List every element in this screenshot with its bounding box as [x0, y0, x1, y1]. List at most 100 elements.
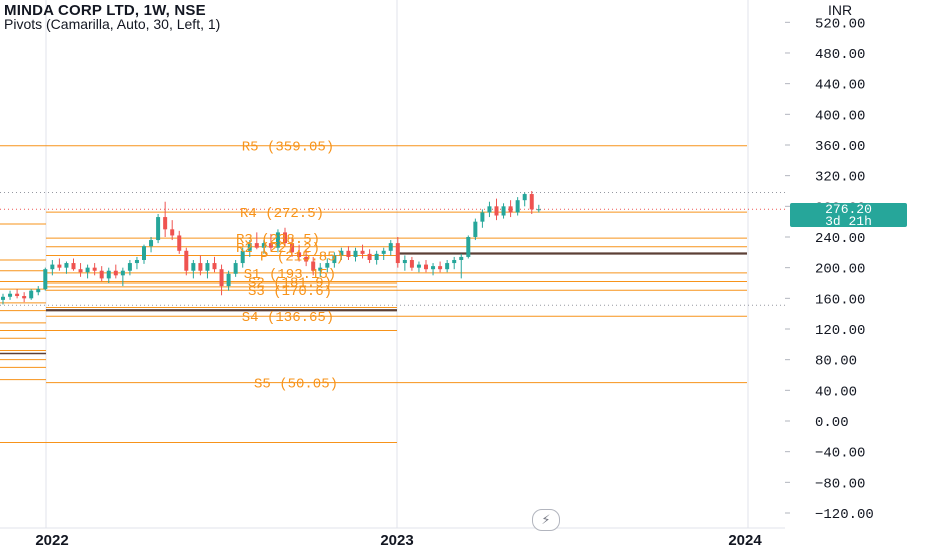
candle — [1, 293, 5, 305]
candle-body — [233, 263, 238, 274]
candle — [247, 240, 252, 257]
candle — [438, 261, 443, 273]
candle-body — [445, 263, 450, 270]
candle — [240, 247, 245, 268]
candle-body — [311, 261, 316, 271]
candle-body — [78, 269, 83, 273]
candle-body — [275, 232, 280, 248]
y-tick-label: 240.00 — [815, 231, 865, 247]
candle-body — [466, 236, 471, 257]
candle — [198, 255, 203, 276]
candle-body — [106, 270, 111, 279]
candle — [15, 289, 20, 299]
candle — [452, 256, 457, 270]
candle — [431, 263, 436, 276]
candle-body — [191, 263, 196, 271]
candle — [402, 255, 407, 271]
candle-body — [15, 293, 20, 297]
candle — [170, 220, 175, 241]
x-tick-label: 2024 — [728, 532, 762, 549]
candle — [212, 256, 217, 273]
candle — [466, 235, 471, 259]
y-tick-label: 480.00 — [815, 47, 865, 63]
candle-body — [71, 263, 76, 270]
candle-body — [494, 206, 499, 216]
candle — [191, 259, 196, 279]
candle-body — [438, 266, 443, 270]
candle-body — [261, 243, 266, 248]
candle — [120, 267, 125, 287]
candle — [318, 263, 323, 277]
candle-body — [240, 250, 245, 264]
candle — [268, 233, 273, 251]
candle — [219, 264, 224, 296]
candle — [184, 247, 189, 276]
candle-body — [501, 206, 506, 216]
candle — [325, 258, 330, 273]
candle-body — [283, 232, 287, 244]
candle — [22, 292, 27, 303]
candle-body — [163, 217, 168, 230]
candle-body — [367, 253, 372, 260]
y-axis[interactable]: −120.00 −80.00 −40.00 0.00 40.00 80.00 120.00 1… — [785, 16, 874, 523]
candle-body — [332, 255, 337, 264]
candle-body — [452, 259, 457, 264]
candle-body — [480, 212, 485, 222]
pivot-lines — [0, 145, 747, 443]
candle-body — [487, 206, 492, 213]
candle-body — [529, 194, 534, 210]
candle-body — [381, 250, 386, 254]
chart-title: MINDA CORP LTD, 1W, NSE — [4, 2, 206, 19]
candle — [297, 244, 302, 262]
candle — [57, 258, 62, 271]
candle-body — [22, 296, 27, 299]
candle-body — [339, 250, 344, 256]
candle-body — [50, 264, 55, 270]
currency-label: INR — [828, 2, 853, 18]
candle-body — [134, 259, 139, 264]
candle — [106, 267, 111, 283]
candle-body — [522, 194, 527, 201]
candle — [381, 247, 386, 260]
candle-body — [318, 267, 323, 271]
candle — [346, 246, 351, 260]
pivot-label: S4 (136.65) — [242, 310, 334, 326]
candle — [50, 259, 55, 276]
candle — [8, 290, 13, 300]
x-tick-label: 2023 — [380, 532, 413, 549]
candle — [134, 256, 139, 270]
candle-body — [459, 256, 464, 260]
candle-body — [156, 217, 161, 241]
flash-icon[interactable]: ⚡︎ — [532, 509, 560, 531]
pivot-label: S5 (50.05) — [254, 377, 338, 393]
candle — [459, 253, 464, 279]
candle — [36, 286, 41, 296]
candle — [254, 232, 259, 250]
candle-body — [170, 229, 175, 236]
pivot-label: R5 (359.05) — [242, 140, 334, 156]
candle-body — [388, 243, 393, 251]
y-tick-label: −80.00 — [815, 476, 865, 492]
x-axis[interactable]: 2022 2023 2024 — [35, 532, 762, 549]
last-price-badge: 276.20 3d 21h — [790, 203, 907, 229]
candle — [226, 270, 231, 291]
candle — [85, 264, 90, 279]
candle-body — [402, 259, 407, 264]
candle-body — [127, 263, 132, 271]
candle — [311, 256, 316, 276]
candle-body — [8, 293, 13, 297]
candle — [113, 264, 118, 279]
candle — [304, 249, 309, 267]
candle-body — [268, 243, 273, 248]
candle-body — [57, 264, 62, 268]
bar-countdown: 3d 21h — [825, 214, 872, 229]
candle-body — [177, 235, 182, 251]
y-tick-label: 80.00 — [815, 354, 857, 370]
grid — [0, 0, 785, 529]
indicator-legend[interactable]: Pivots (Camarilla, Auto, 30, Left, 1) — [4, 16, 221, 32]
candle — [515, 197, 520, 216]
candle — [388, 240, 393, 256]
candle-body — [226, 273, 231, 287]
y-tick-label: 0.00 — [815, 415, 849, 431]
